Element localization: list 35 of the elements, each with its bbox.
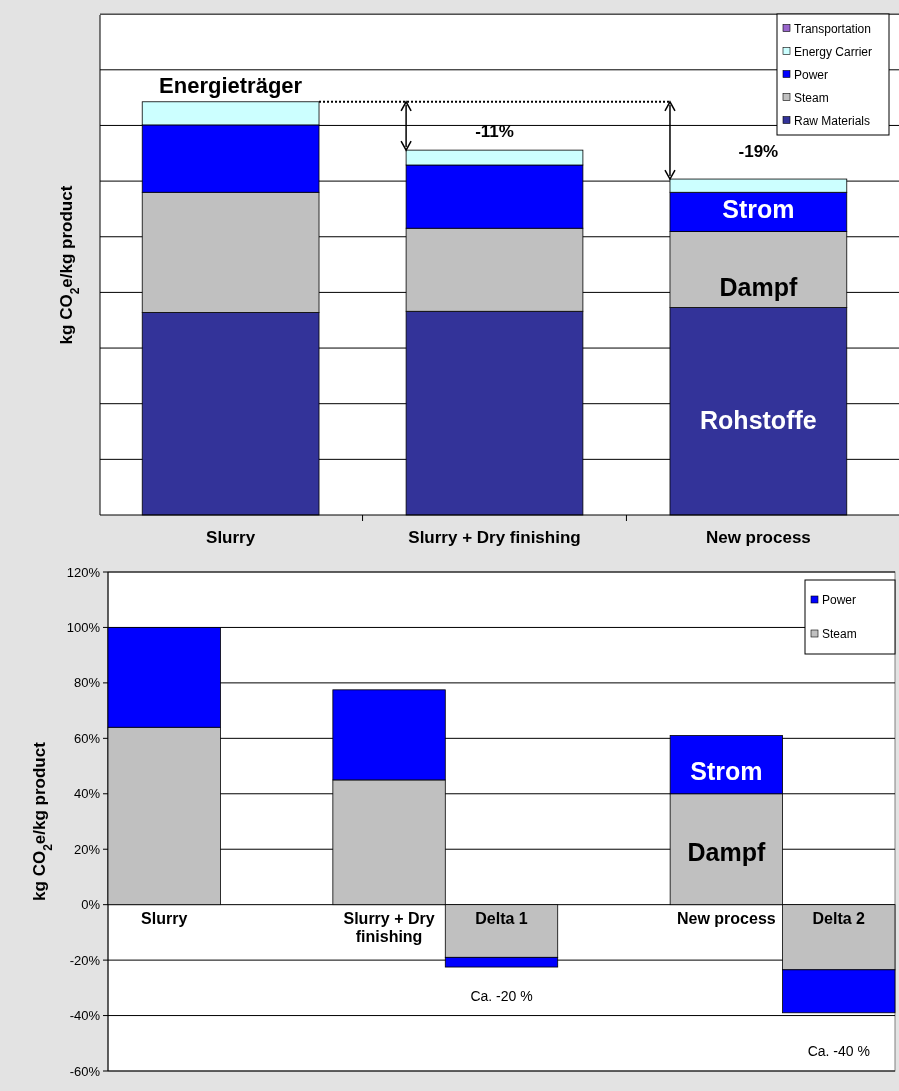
legend-label: Power (822, 593, 857, 608)
y-tick-label: 20% (73, 841, 101, 857)
legend-label: Power (794, 67, 829, 82)
annotation: Rohstoffe (700, 405, 817, 434)
annotation: Dampf (687, 837, 766, 866)
annotation: -19% (738, 142, 779, 162)
annotation: Dampf (719, 273, 798, 302)
y-tick-label: 40% (73, 786, 101, 802)
annotation: Ca. -40 % (807, 1043, 870, 1060)
annotation: -11% (475, 121, 514, 141)
y-tick-label: 100% (66, 619, 101, 635)
y-tick-label: 0% (81, 897, 101, 913)
y-tick-label: 120% (66, 564, 101, 580)
x-tick-label: New process (705, 528, 811, 547)
y-tick-label: -40% (69, 1008, 101, 1024)
x-tick-label: Slurry + Dry finishing (343, 909, 435, 945)
x-tick-label: Delta 1 (475, 909, 528, 927)
x-tick-label: New process (677, 909, 776, 927)
y-tick-label: -20% (69, 952, 101, 968)
legend-label: Energy Carrier (794, 44, 873, 59)
x-tick-label: Delta 2 (812, 909, 866, 927)
annotation: Ca. -20 % (470, 988, 533, 1005)
x-tick-label: Slurry + Dry finishing (408, 528, 581, 547)
annotation: Strom (690, 757, 763, 786)
legend-label: Steam (822, 627, 857, 642)
x-tick-label: Slurry (141, 909, 188, 927)
y-tick-label: -60% (69, 1063, 101, 1079)
y-tick-label: 60% (73, 730, 101, 746)
legend-label: Transportation (794, 21, 871, 36)
annotation: Strom (722, 194, 795, 223)
text: Energieträger (159, 72, 303, 98)
legend-label: Steam (794, 90, 829, 105)
y-tick-label: 80% (73, 675, 101, 691)
x-tick-label: Slurry (206, 528, 256, 547)
legend-label: Raw Materials (794, 113, 871, 128)
